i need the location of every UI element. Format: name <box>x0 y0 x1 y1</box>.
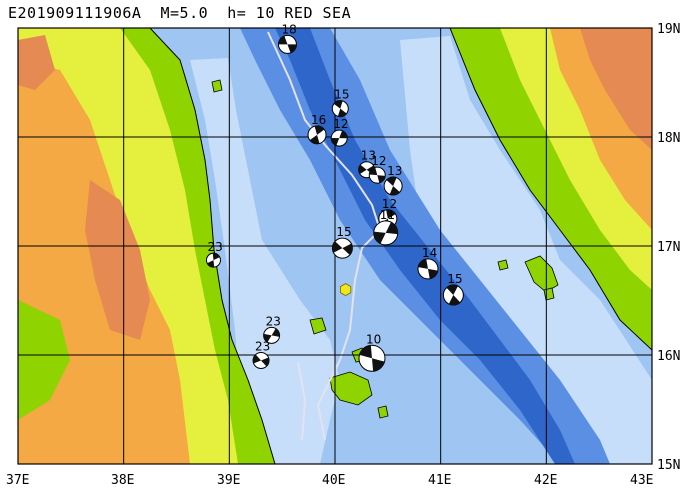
beachball-quadrant <box>385 222 398 235</box>
event-depth-label: 14 <box>422 246 437 260</box>
focal-mechanism-13: 23 <box>263 314 281 344</box>
lon-label-41e: 41E <box>428 473 451 488</box>
beachball-quadrant <box>261 357 270 367</box>
epicenter-marker-layer <box>339 283 352 297</box>
focal-mechanism-2: 16 <box>307 113 327 145</box>
event-track-west <box>297 361 307 441</box>
beachball-quadrant <box>369 167 378 176</box>
event-depth-label: 11 <box>380 208 395 222</box>
beachball-quadrant <box>448 295 461 306</box>
beachball-quadrant <box>337 108 347 117</box>
event-depth-label: 16 <box>311 113 326 127</box>
beachball-quadrant <box>358 164 367 174</box>
beachball-quadrant <box>371 358 385 372</box>
lon-label-43e: 43E <box>630 473 653 488</box>
land-west-mountain <box>85 180 150 340</box>
focal-mechanism-0: 18 <box>277 22 297 54</box>
beachball-quadrant <box>271 328 280 337</box>
event-depth-label: 13 <box>387 164 402 178</box>
epicenter-marker <box>339 283 352 297</box>
beachball-quadrant <box>389 186 400 196</box>
beachball-quadrant <box>332 241 343 253</box>
island-dahlak <box>329 371 373 406</box>
focal-mechanism-10: 14 <box>417 246 439 280</box>
coastline-east <box>449 28 652 351</box>
beachball-quadrant <box>386 209 396 219</box>
event-depth-label: 12 <box>382 197 397 211</box>
event-depth-label: 15 <box>334 88 349 102</box>
beachball-quadrant <box>427 268 438 279</box>
map-frame <box>17 27 653 465</box>
focal-mechanism-1: 15 <box>331 88 350 118</box>
event-depth-label: 18 <box>281 22 296 36</box>
map-title: E201909111906A M=5.0 h= 10 RED SEA <box>8 4 352 22</box>
focal-mechanism-11: 15 <box>442 272 464 306</box>
beachball-quadrant <box>386 177 397 187</box>
beachball-quadrant <box>377 175 386 183</box>
focal-mechanism-12: 23 <box>205 240 223 268</box>
beachball-quadrant <box>207 260 215 268</box>
focal-mechanism-8: 11 <box>373 208 399 246</box>
lon-label-38e: 38E <box>111 473 134 488</box>
lon-axis-labels: 37E 38E 39E 40E 41E 42E 43E <box>6 473 653 488</box>
beachball-quadrant <box>339 130 348 139</box>
island-east-2 <box>543 287 555 301</box>
beachball-quadrant <box>263 333 272 343</box>
lat-label-17n: 17N <box>657 240 680 255</box>
shelf-patch-west <box>190 58 340 464</box>
event-depth-label: 23 <box>255 339 270 353</box>
focal-mechanism-15: 10 <box>358 332 386 372</box>
lon-label-39e: 39E <box>217 473 240 488</box>
event-depth-label: 23 <box>266 314 281 328</box>
coastline-west <box>149 28 276 464</box>
lat-label-16n: 16N <box>657 349 680 364</box>
lat-label-18n: 18N <box>657 131 680 146</box>
beachball-quadrant <box>212 253 220 261</box>
island-north-1 <box>211 79 223 93</box>
event-depth-label: 12 <box>371 154 386 168</box>
land-east-mountain <box>580 28 652 150</box>
lat-label-15n: 15N <box>657 458 680 473</box>
beachball-quadrant <box>309 134 320 144</box>
event-depth-label: 23 <box>207 240 222 254</box>
beachball-quadrant <box>253 354 262 364</box>
event-depth-label: 13 <box>361 149 376 163</box>
lon-label-37e: 37E <box>6 473 29 488</box>
beachball-quadrant <box>278 35 288 45</box>
event-depth-label: 15 <box>336 225 351 239</box>
beachball-quadrant <box>446 285 458 296</box>
lat-axis-labels: 19N 18N 17N 16N 15N <box>657 22 680 473</box>
island-east-1 <box>497 259 509 271</box>
event-depth-label: 10 <box>366 332 381 346</box>
island-south-2 <box>377 405 389 419</box>
island-farasan <box>524 255 559 293</box>
beachball-quadrant <box>342 243 353 255</box>
focal-mechanism-14: 23 <box>252 339 270 369</box>
beachball-quadrant <box>333 100 343 109</box>
focal-mechanism-5: 12 <box>368 154 387 184</box>
beachball-quadrant <box>314 125 325 135</box>
beachball-quadrant <box>373 231 386 244</box>
island-small-1 <box>309 317 327 335</box>
land-west-coast-green <box>18 300 70 420</box>
beachball-quadrant <box>359 345 372 359</box>
beachball-quadrant <box>418 259 428 269</box>
land-west-mountain-2 <box>18 35 55 90</box>
lon-label-42e: 42E <box>534 473 557 488</box>
lon-label-40e: 40E <box>322 473 345 488</box>
focal-mechanism-6: 13 <box>383 164 403 196</box>
focal-mechanism-3: 12 <box>330 117 349 147</box>
shelf-patch-east <box>400 36 652 464</box>
beachball-quadrant <box>287 44 297 53</box>
beachball-quadrant <box>331 137 340 146</box>
focal-mechanism-9: 15 <box>331 225 353 259</box>
lat-label-19n: 19N <box>657 22 680 37</box>
event-depth-label: 15 <box>447 272 462 286</box>
event-depth-label: 12 <box>333 117 348 131</box>
